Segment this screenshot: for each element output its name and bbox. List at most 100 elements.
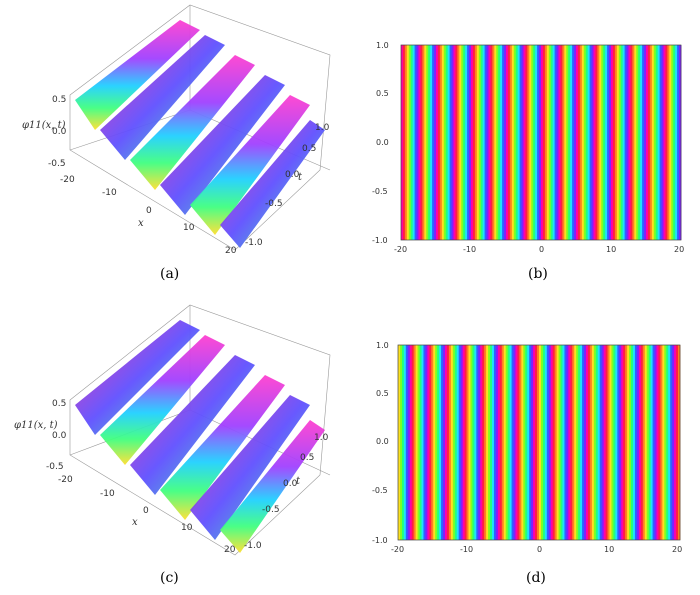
panel-d-stripes xyxy=(398,345,681,540)
density-stripe xyxy=(613,345,616,540)
density-stripe xyxy=(414,45,417,240)
density-stripe xyxy=(599,345,603,540)
density-stripe xyxy=(431,345,434,540)
density-stripe xyxy=(466,345,469,540)
density-stripe xyxy=(546,345,550,540)
density-stripe xyxy=(601,345,605,540)
panel-d-y-tick: 0.0 xyxy=(376,437,389,446)
density-stripe xyxy=(507,45,511,240)
density-stripe xyxy=(566,345,569,540)
density-stripe xyxy=(657,45,661,240)
panel-c-z-tick: 0.0 xyxy=(52,431,67,441)
density-stripe xyxy=(607,45,610,240)
density-stripe xyxy=(636,45,639,240)
density-stripe xyxy=(409,345,413,540)
density-stripe xyxy=(511,345,514,540)
density-stripe xyxy=(418,45,421,240)
density-stripe xyxy=(546,45,550,240)
density-stripe xyxy=(634,45,637,240)
density-stripe xyxy=(488,45,491,240)
density-stripe xyxy=(434,45,437,240)
density-stripe xyxy=(513,45,517,240)
panel-d: 1.0 0.5 0.0 -0.5 -1.0 -20 -10 0 10 20 (d… xyxy=(372,341,682,586)
density-stripe xyxy=(576,45,579,240)
density-stripe xyxy=(647,45,651,240)
density-stripe xyxy=(671,45,674,240)
panel-a-t-tick: -0.5 xyxy=(265,199,283,209)
density-stripe xyxy=(527,345,530,540)
density-stripe xyxy=(605,345,608,540)
density-stripe xyxy=(537,45,540,240)
density-stripe xyxy=(611,45,614,240)
density-stripe xyxy=(513,345,516,540)
density-stripe xyxy=(609,345,612,540)
density-stripe xyxy=(552,45,556,240)
density-stripe xyxy=(574,345,577,540)
panel-c-t-tick: 1.0 xyxy=(314,433,329,443)
density-stripe xyxy=(540,345,544,540)
density-stripe xyxy=(474,345,477,540)
density-stripe xyxy=(578,345,581,540)
density-stripe xyxy=(497,345,501,540)
panel-a-caption: (a) xyxy=(160,266,179,282)
density-stripe xyxy=(404,45,408,240)
density-stripe xyxy=(461,45,464,240)
density-stripe xyxy=(423,345,426,540)
density-stripe xyxy=(482,345,485,540)
density-stripe xyxy=(459,45,462,240)
panel-a-x-label: x xyxy=(138,218,144,229)
density-stripe xyxy=(402,45,406,240)
density-stripe xyxy=(539,345,542,540)
panel-b-stripes xyxy=(401,45,682,240)
density-stripe xyxy=(651,45,655,240)
density-stripe xyxy=(550,345,554,540)
panel-c-x-tick: 20 xyxy=(224,545,236,555)
density-stripe xyxy=(408,45,412,240)
density-stripe xyxy=(515,45,519,240)
density-stripe xyxy=(453,45,456,240)
density-stripe xyxy=(521,345,524,540)
density-stripe xyxy=(642,45,645,240)
density-stripe xyxy=(676,345,679,540)
density-stripe xyxy=(482,45,486,240)
density-stripe xyxy=(609,45,612,240)
density-stripe xyxy=(445,345,448,540)
density-stripe xyxy=(544,45,548,240)
density-stripe xyxy=(523,345,526,540)
density-stripe xyxy=(399,345,403,540)
panel-c-t-tick: -0.5 xyxy=(262,505,280,515)
panel-b-y-tick: 0.5 xyxy=(376,89,389,98)
panel-b-caption: (b) xyxy=(528,266,548,282)
density-stripe xyxy=(519,45,522,240)
density-stripe xyxy=(640,45,643,240)
density-stripe xyxy=(405,345,409,540)
density-stripe xyxy=(625,345,628,540)
panel-a-t-tick: 0.0 xyxy=(285,170,300,180)
density-stripe xyxy=(517,45,521,240)
density-stripe xyxy=(439,345,442,540)
density-stripe xyxy=(654,345,657,540)
density-stripe xyxy=(495,345,499,540)
density-stripe xyxy=(655,45,659,240)
density-stripe xyxy=(653,45,657,240)
density-stripe xyxy=(558,345,561,540)
density-stripe xyxy=(441,45,445,240)
density-stripe xyxy=(478,345,481,540)
panel-a-x-tick: 20 xyxy=(225,246,237,256)
density-stripe xyxy=(564,345,567,540)
density-stripe xyxy=(599,45,602,240)
density-stripe xyxy=(562,345,565,540)
panel-a-x-tick: 0 xyxy=(146,206,152,216)
panel-b: 1.0 0.5 0.0 -0.5 -1.0 -20 -10 0 10 20 (b… xyxy=(372,41,684,282)
panel-b-y-tick: -1.0 xyxy=(372,236,388,245)
density-stripe xyxy=(465,45,468,240)
density-stripe xyxy=(601,45,604,240)
density-stripe xyxy=(548,45,552,240)
density-stripe xyxy=(612,45,616,240)
density-stripe xyxy=(631,345,634,540)
density-stripe xyxy=(492,45,495,240)
density-stripe xyxy=(427,345,430,540)
panel-b-x-tick: 10 xyxy=(606,245,616,254)
density-stripe xyxy=(504,45,507,240)
density-stripe xyxy=(597,345,601,540)
